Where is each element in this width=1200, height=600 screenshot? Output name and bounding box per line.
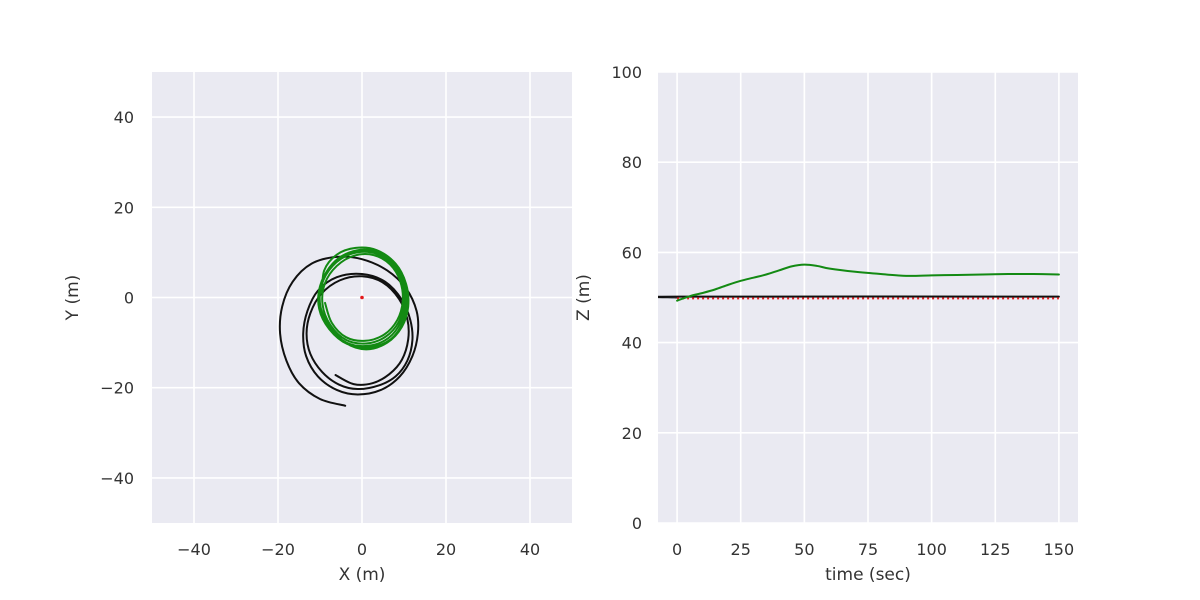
x-tick-label: 40 (520, 540, 540, 559)
series-group (658, 263, 1060, 302)
x-tick-label: 20 (436, 540, 456, 559)
x-tick-label: −40 (177, 540, 211, 559)
series-line-1 (317, 246, 410, 351)
y-tick-label: 60 (622, 243, 642, 262)
x-tick-label: −20 (261, 540, 295, 559)
x-axis-label: X (m) (339, 565, 386, 585)
series-group (278, 246, 420, 407)
y-tick-label: 40 (114, 108, 134, 127)
x-tick-label: 75 (858, 540, 878, 559)
x-axis-label: time (sec) (825, 565, 911, 585)
x-tick-label: 25 (731, 540, 751, 559)
x-tick-label: 100 (916, 540, 947, 559)
y-tick-label: −20 (100, 379, 134, 398)
series-line-2 (676, 263, 1060, 302)
x-tick-label: 150 (1044, 540, 1075, 559)
y-tick-label: −40 (100, 469, 134, 488)
y-axis-label: Z (m) (574, 274, 594, 321)
y-tick-label: 20 (622, 424, 642, 443)
xy-trajectory-chart: −40 −20 0 20 40 −40 −20 0 20 40 X (m) Y (m) (63, 72, 572, 585)
origin-marker (360, 295, 364, 300)
y-tick-label: 100 (611, 63, 642, 82)
x-tick-label: 0 (672, 540, 682, 559)
series-line-0 (658, 295, 1060, 299)
x-tick-label: 0 (357, 540, 367, 559)
y-tick-label: 20 (114, 198, 134, 217)
y-tick-label: 40 (622, 334, 642, 353)
altitude-time-chart: 0 25 50 75 100 125 150 0 20 40 60 80 100 time (sec) Z … (574, 63, 1078, 585)
y-axis-label: Y (m) (63, 275, 83, 322)
y-tick-label: 80 (622, 153, 642, 172)
x-tick-label: 125 (980, 540, 1011, 559)
x-tick-label: 50 (794, 540, 814, 559)
y-tick-label: 0 (124, 289, 134, 308)
y-tick-label: 0 (632, 514, 642, 533)
